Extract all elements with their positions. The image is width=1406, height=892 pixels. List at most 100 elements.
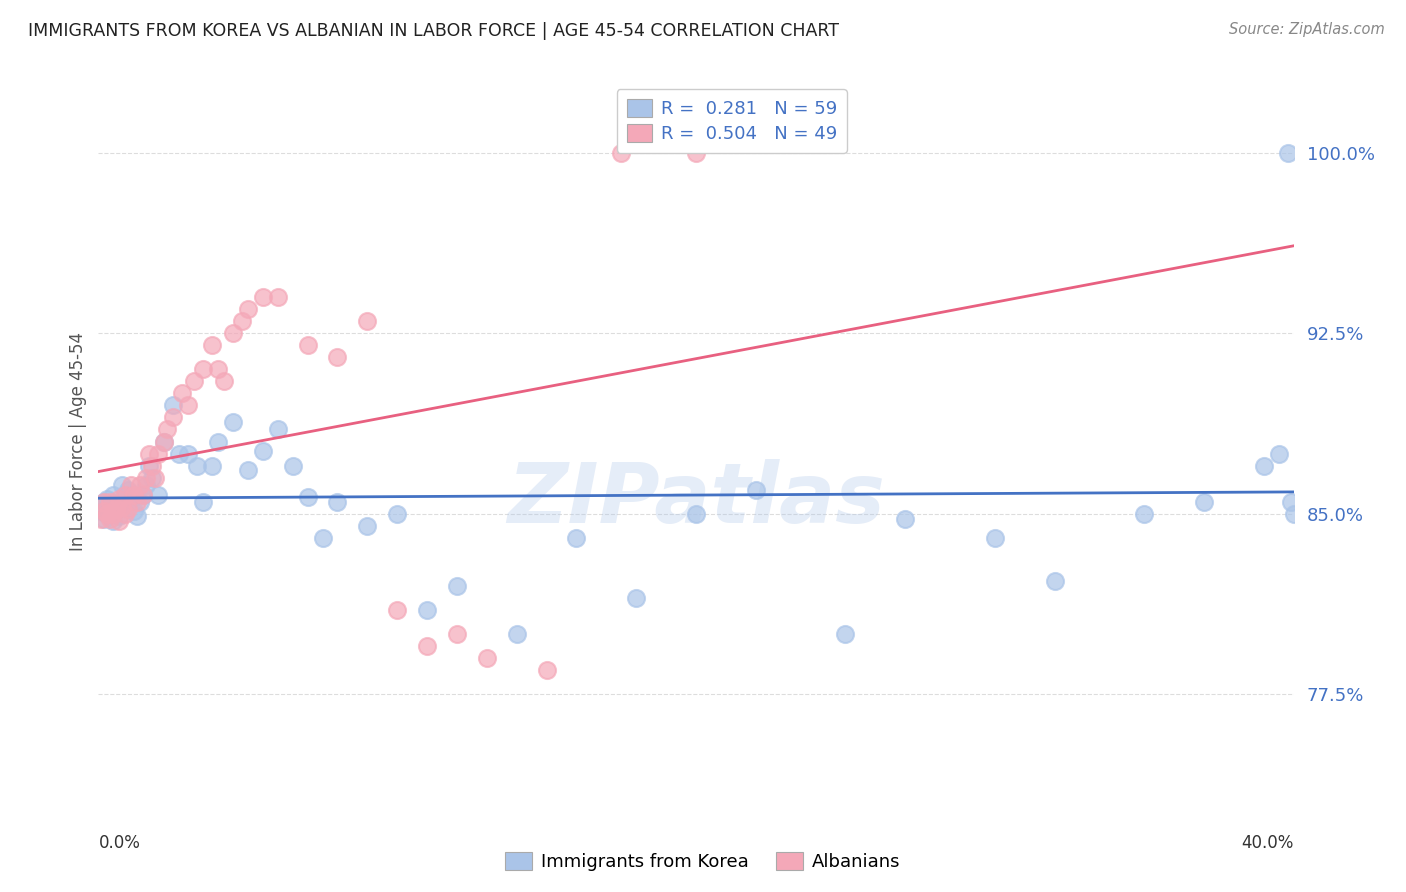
Point [114, 507, 136, 521]
Point [108, 514, 131, 528]
Point [135, 478, 157, 492]
Point [222, 326, 245, 341]
Point [93, 494, 115, 508]
Point [267, 290, 290, 304]
Point [894, 511, 917, 525]
Point [96, 507, 118, 521]
Point [186, 458, 208, 473]
Point [93, 504, 115, 518]
Y-axis label: In Labor Force | Age 45-54: In Labor Force | Age 45-54 [69, 332, 87, 551]
Point [1279, 494, 1302, 508]
Point [1267, 447, 1289, 461]
Point [207, 362, 229, 376]
Point [162, 410, 184, 425]
Point [506, 627, 529, 641]
Point [117, 483, 139, 497]
Point [1282, 507, 1305, 521]
Text: 40.0%: 40.0% [1241, 834, 1294, 852]
Point [834, 627, 856, 641]
Point [356, 314, 378, 328]
Point [162, 398, 184, 412]
Point [167, 447, 190, 461]
Point [127, 494, 149, 508]
Point [153, 434, 176, 449]
Point [105, 502, 128, 516]
Point [90, 511, 112, 525]
Point [103, 487, 125, 501]
Point [93, 494, 115, 508]
Point [96, 492, 118, 507]
Point [356, 519, 378, 533]
Point [297, 338, 319, 352]
Point [124, 504, 146, 518]
Point [984, 531, 1007, 545]
Point [98, 500, 122, 514]
Point [416, 603, 439, 617]
Point [143, 470, 166, 484]
Point [236, 463, 259, 477]
Point [98, 511, 122, 525]
Point [385, 507, 409, 521]
Point [111, 494, 134, 508]
Point [111, 500, 134, 514]
Point [129, 478, 152, 492]
Point [141, 470, 163, 484]
Point [610, 145, 633, 160]
Point [311, 531, 333, 545]
Point [114, 487, 136, 501]
Point [93, 511, 115, 525]
Point [127, 509, 149, 524]
Point [90, 504, 112, 518]
Point [191, 494, 214, 508]
Point [236, 301, 259, 316]
Point [626, 591, 648, 606]
Point [326, 350, 349, 364]
Point [201, 338, 224, 352]
Point [385, 603, 409, 617]
Point [114, 487, 136, 501]
Point [231, 314, 253, 328]
Point [416, 639, 439, 653]
Point [475, 651, 498, 665]
Point [172, 386, 194, 401]
Point [1133, 507, 1156, 521]
Point [1253, 458, 1275, 473]
Point [222, 415, 245, 429]
Point [138, 458, 160, 473]
Text: IMMIGRANTS FROM KOREA VS ALBANIAN IN LABOR FORCE | AGE 45-54 CORRELATION CHART: IMMIGRANTS FROM KOREA VS ALBANIAN IN LAB… [28, 22, 839, 40]
Point [108, 492, 131, 507]
Point [281, 458, 304, 473]
Point [177, 398, 200, 412]
Legend: R =  0.281   N = 59, R =  0.504   N = 49: R = 0.281 N = 59, R = 0.504 N = 49 [617, 89, 846, 153]
Point [446, 627, 468, 641]
Point [177, 447, 200, 461]
Point [138, 447, 160, 461]
Point [446, 579, 468, 593]
Point [103, 514, 125, 528]
Point [124, 487, 146, 501]
Point [132, 487, 155, 501]
Point [685, 145, 707, 160]
Point [212, 374, 235, 388]
Point [297, 490, 319, 504]
Point [108, 509, 131, 524]
Point [148, 487, 170, 501]
Point [326, 494, 349, 508]
Point [120, 478, 142, 492]
Point [252, 444, 274, 458]
Point [153, 434, 176, 449]
Point [252, 290, 274, 304]
Point [111, 478, 134, 492]
Point [1043, 574, 1066, 589]
Point [191, 362, 214, 376]
Point [183, 374, 205, 388]
Point [120, 492, 142, 507]
Text: 0.0%: 0.0% [98, 834, 141, 852]
Point [536, 664, 558, 678]
Point [141, 458, 163, 473]
Legend: Immigrants from Korea, Albanians: Immigrants from Korea, Albanians [498, 846, 908, 879]
Point [98, 494, 122, 508]
Point [207, 434, 229, 449]
Point [103, 507, 125, 521]
Point [745, 483, 768, 497]
